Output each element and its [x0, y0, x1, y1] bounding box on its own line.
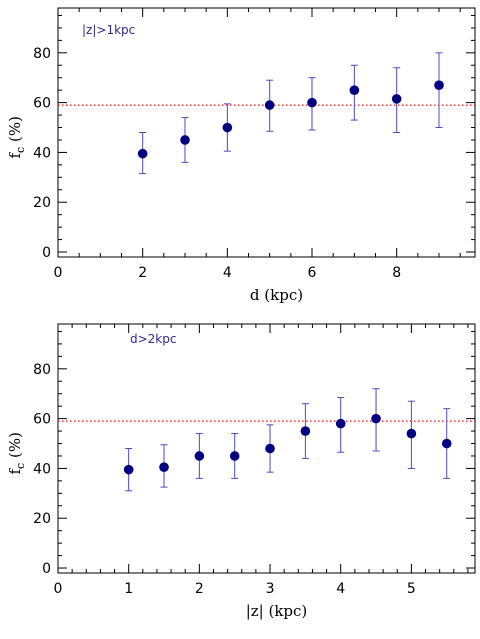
x-tick-label: 0: [54, 265, 63, 281]
y-tick-label: 60: [33, 412, 51, 428]
data-point: [222, 122, 233, 133]
y-tick-label: 40: [33, 145, 51, 161]
x-tick-label: 2: [195, 581, 204, 597]
data-point: [349, 85, 360, 95]
y-tick-label: 80: [33, 46, 51, 62]
y-axis-label: fc (%): [6, 432, 27, 474]
x-tick-label: 0: [54, 581, 63, 597]
data-point: [137, 148, 148, 159]
y-tick-label: 40: [33, 461, 51, 477]
x-tick-label: 6: [308, 265, 317, 281]
y-tick-label: 80: [33, 362, 51, 378]
bottom-panel: 0 1 2 3 4 5 0 20 40 60 80 d>2kpc |z| (kpc) fc (%): [6, 323, 476, 620]
data-point: [307, 97, 317, 108]
x-tick-label: 4: [223, 265, 232, 281]
data-point: [391, 94, 402, 104]
panel-annotation: d>2kpc: [130, 332, 176, 346]
x-tick-label: 1: [124, 581, 133, 597]
y-tick-label: 0: [42, 245, 51, 261]
data-point: [229, 451, 240, 461]
plot-frame: [57, 7, 476, 258]
x-tick-label: 5: [407, 581, 416, 597]
data-point: [335, 418, 346, 429]
data-point: [123, 464, 134, 475]
x-axis-label: |z| (kpc): [246, 602, 308, 620]
y-axis-label: fc (%): [6, 116, 27, 158]
data-point: [441, 438, 452, 449]
panel-annotation: |z|>1kpc: [82, 23, 135, 37]
x-axis-label: d (kpc): [250, 286, 303, 304]
data-point: [159, 462, 169, 472]
data-point: [265, 443, 275, 454]
data-point: [180, 135, 190, 145]
x-tick-label: 4: [336, 581, 345, 597]
y-tick-label: 0: [42, 561, 51, 577]
data-point: [434, 80, 444, 90]
data-point: [194, 451, 205, 461]
data-point: [300, 426, 311, 436]
x-tick-label: 2: [138, 265, 147, 281]
data-point: [406, 428, 417, 439]
data-point: [264, 100, 275, 110]
x-tick-label: 8: [392, 265, 401, 281]
x-tick-label: 3: [266, 581, 275, 597]
y-tick-label: 20: [33, 195, 51, 211]
data-point: [371, 413, 381, 424]
plot-frame: [57, 323, 476, 574]
y-tick-label: 60: [33, 96, 51, 112]
y-tick-label: 20: [33, 511, 51, 527]
